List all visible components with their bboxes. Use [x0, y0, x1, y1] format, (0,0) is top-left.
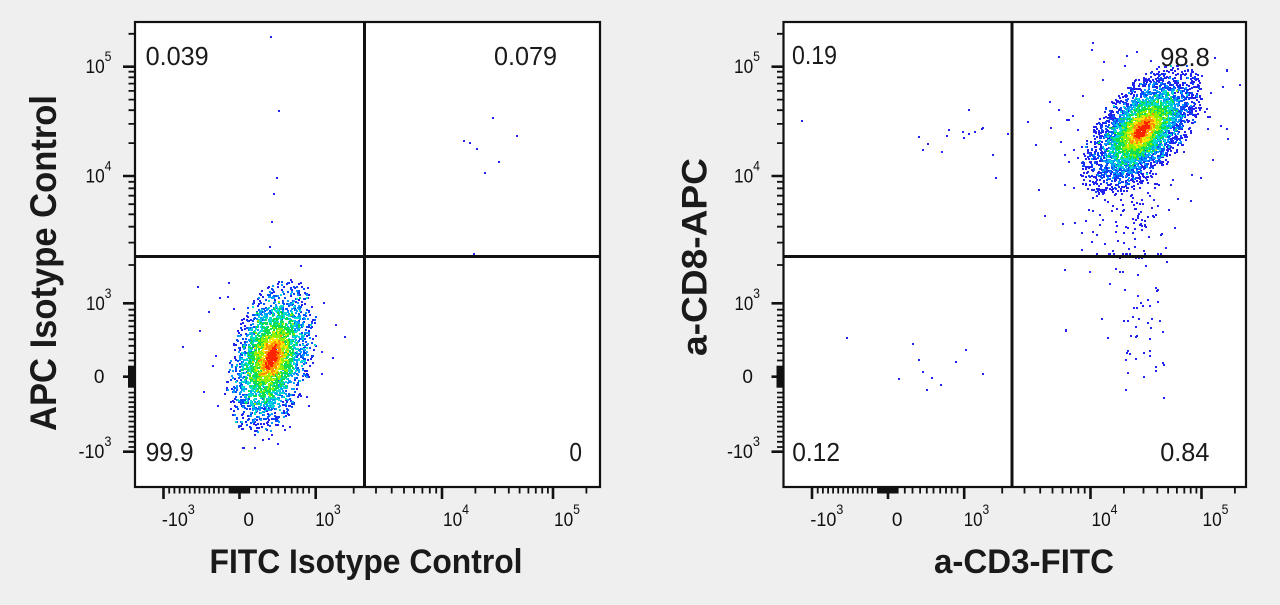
svg-text:0: 0: [94, 367, 105, 388]
svg-text:0.12: 0.12: [792, 437, 840, 467]
svg-text:APC Isotype Control: APC Isotype Control: [23, 95, 64, 431]
svg-text:0: 0: [892, 510, 903, 531]
svg-text:98.8: 98.8: [1160, 42, 1210, 72]
svg-text:99.9: 99.9: [146, 437, 194, 467]
svg-text:0.84: 0.84: [1160, 437, 1209, 467]
svg-text:0.079: 0.079: [494, 41, 557, 71]
svg-text:a-CD3-FITC: a-CD3-FITC: [934, 543, 1114, 581]
svg-text:0: 0: [243, 510, 254, 531]
svg-text:0: 0: [569, 437, 582, 467]
svg-text:0.039: 0.039: [146, 41, 209, 71]
svg-text:a-CD8-APC: a-CD8-APC: [676, 158, 715, 356]
svg-text:0.19: 0.19: [792, 40, 837, 70]
svg-text:FITC Isotype Control: FITC Isotype Control: [210, 543, 523, 581]
svg-text:0: 0: [742, 367, 753, 388]
